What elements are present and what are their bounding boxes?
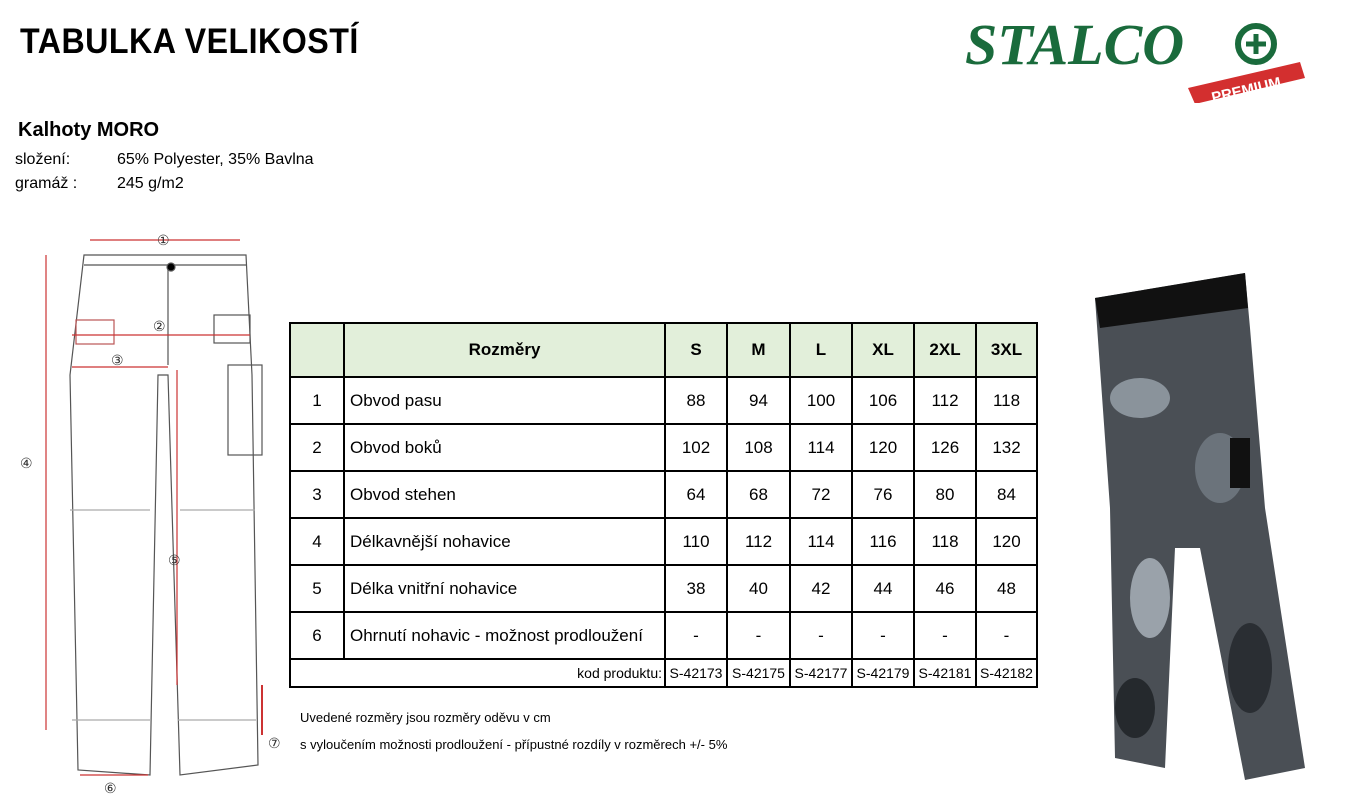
product-code-row: kod produktu: S-42173 S-42175 S-42177 S-… — [289, 658, 1038, 688]
size-value: 64 — [664, 470, 728, 519]
product-code: S-42181 — [913, 658, 977, 688]
plus-icon — [1235, 23, 1277, 65]
note-tolerance: s vyloučením možnosti prodloužení - příp… — [300, 737, 728, 752]
size-value: 118 — [975, 376, 1038, 425]
size-value: 80 — [913, 470, 977, 519]
row-number: 6 — [289, 611, 345, 660]
size-value: 48 — [975, 564, 1038, 613]
size-value: 106 — [851, 376, 915, 425]
size-value: 132 — [975, 423, 1038, 472]
size-value: 110 — [664, 517, 728, 566]
logo-text: STALCO — [965, 12, 1184, 77]
size-value: 112 — [726, 517, 791, 566]
row-label: Obvod boků — [343, 423, 666, 472]
size-value: - — [789, 611, 853, 660]
size-value: - — [913, 611, 977, 660]
row-label: Ohrnutí nohavic - možnost prodloužení — [343, 611, 666, 660]
size-value: 108 — [726, 423, 791, 472]
size-value: 114 — [789, 517, 853, 566]
marker-7: ⑦ — [268, 735, 281, 751]
header-size: M — [726, 322, 791, 378]
size-value: - — [975, 611, 1038, 660]
header-size: L — [789, 322, 853, 378]
row-number: 3 — [289, 470, 345, 519]
product-code: S-42175 — [726, 658, 791, 688]
row-number: 4 — [289, 517, 345, 566]
size-value: 46 — [913, 564, 977, 613]
row-label: Délka vnitřní nohavice — [343, 564, 666, 613]
weight-row: gramáž : 245 g/m2 — [15, 175, 184, 193]
size-value: 38 — [664, 564, 728, 613]
size-value: - — [664, 611, 728, 660]
header-size: S — [664, 322, 728, 378]
size-value: 120 — [851, 423, 915, 472]
header-size: 2XL — [913, 322, 977, 378]
row-number: 1 — [289, 376, 345, 425]
size-value: 84 — [975, 470, 1038, 519]
size-value: 114 — [789, 423, 853, 472]
size-value: 126 — [913, 423, 977, 472]
size-value: 88 — [664, 376, 728, 425]
size-value: 116 — [851, 517, 915, 566]
product-photo — [1095, 273, 1305, 780]
table-row: 6 Ohrnutí nohavic - možnost prodloužení - -… — [289, 611, 1038, 660]
marker-1: ① — [157, 232, 170, 248]
product-code: S-42177 — [789, 658, 853, 688]
marker-5: ⑤ — [168, 552, 181, 568]
product-name: Kalhoty MORO — [18, 119, 160, 141]
stalco-logo: STALCO PREMIUM — [965, 12, 1305, 103]
composition-value: 65% Polyester, 35% Bavlna — [117, 151, 314, 168]
header-size: XL — [851, 322, 915, 378]
product-code: S-42179 — [851, 658, 915, 688]
size-table: Rozměry S M L XL 2XL 3XL 1 Obvod pasu 88 94… — [289, 322, 1038, 688]
size-value: 120 — [975, 517, 1038, 566]
size-value: - — [851, 611, 915, 660]
table-row: 3 Obvod stehen 64 68 72 76 80 84 — [289, 470, 1038, 519]
size-value: 118 — [913, 517, 977, 566]
product-code: S-42182 — [975, 658, 1038, 688]
marker-6: ⑥ — [104, 780, 117, 796]
size-value: 42 — [789, 564, 853, 613]
marker-4: ④ — [20, 455, 33, 471]
size-value: 102 — [664, 423, 728, 472]
weight-value: 245 g/m2 — [117, 175, 184, 192]
note-units: Uvedené rozměry jsou rozměry oděvu v cm — [300, 710, 551, 725]
size-value: 100 — [789, 376, 853, 425]
size-value: 112 — [913, 376, 977, 425]
table-header-row: Rozměry S M L XL 2XL 3XL — [289, 322, 1038, 378]
table-row: 5 Délka vnitřní nohavice 38 40 42 44 46 48 — [289, 564, 1038, 613]
size-value: 72 — [789, 470, 853, 519]
product-code: S-42173 — [664, 658, 728, 688]
size-value: 44 — [851, 564, 915, 613]
row-label: Obvod stehen — [343, 470, 666, 519]
code-label: kod produktu: — [289, 658, 666, 688]
row-label: Délkavnější nohavice — [343, 517, 666, 566]
weight-label: gramáž : — [15, 175, 78, 192]
header-dimensions: Rozměry — [343, 322, 666, 378]
row-number: 2 — [289, 423, 345, 472]
page-title: TABULKA VELIKOSTÍ — [20, 22, 359, 61]
table-row: 2 Obvod boků 102 108 114 120 126 132 — [289, 423, 1038, 472]
header-size: 3XL — [975, 322, 1038, 378]
composition-label: složení: — [15, 151, 71, 168]
size-value: 40 — [726, 564, 791, 613]
row-label: Obvod pasu — [343, 376, 666, 425]
size-value: - — [726, 611, 791, 660]
composition-row: složení: 65% Polyester, 35% Bavlna — [15, 151, 314, 169]
marker-2: ② — [153, 318, 166, 334]
size-value: 94 — [726, 376, 791, 425]
table-row: 1 Obvod pasu 88 94 100 106 112 118 — [289, 376, 1038, 425]
pants-diagram: ① ② ③ ④ ⑤ ⑥ ⑦ — [20, 232, 281, 796]
marker-3: ③ — [111, 352, 124, 368]
size-value: 68 — [726, 470, 791, 519]
row-number: 5 — [289, 564, 345, 613]
table-row: 4 Délkavnější nohavice 110 112 114 116 118 120 — [289, 517, 1038, 566]
size-value: 76 — [851, 470, 915, 519]
